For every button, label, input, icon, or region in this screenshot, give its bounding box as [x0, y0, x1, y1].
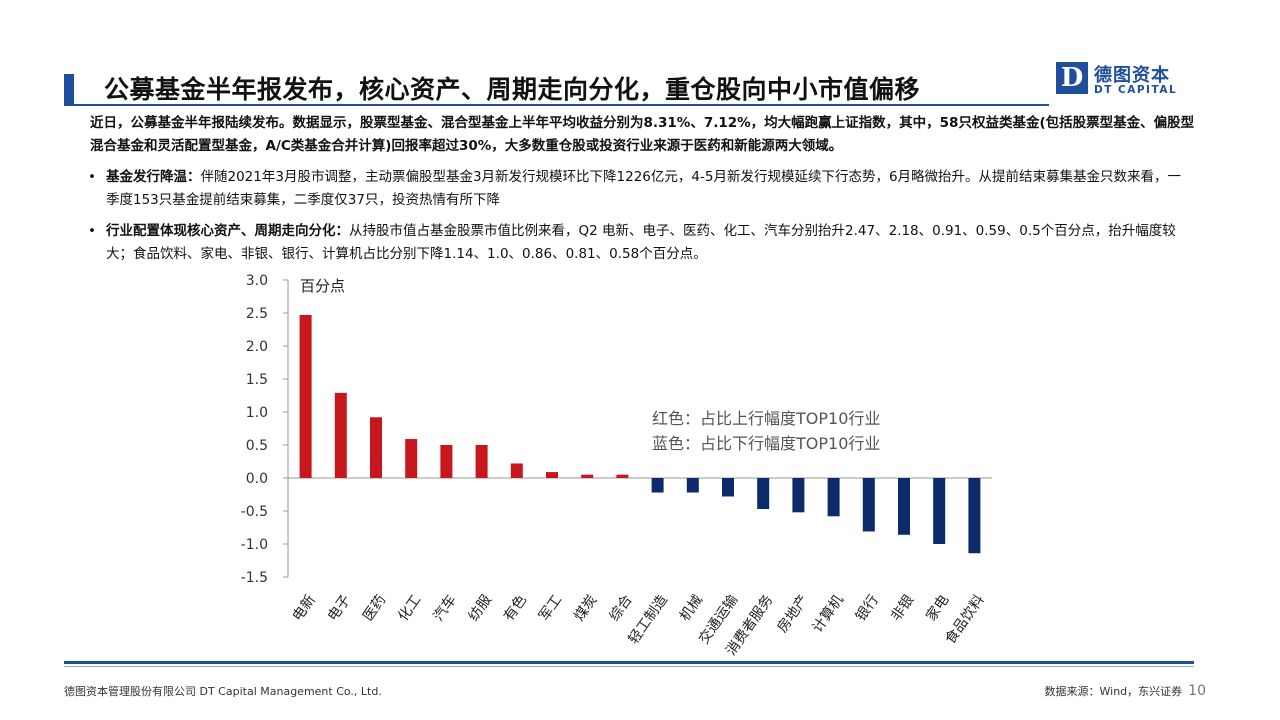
bar	[510, 463, 523, 478]
bar	[827, 478, 840, 517]
bullet-marker: •	[88, 169, 96, 185]
page-number: 10	[1188, 683, 1206, 699]
x-tick-label: 煤炭	[571, 592, 600, 624]
bar	[968, 478, 981, 554]
company-logo: D 德图资本 DT CAPITAL	[1056, 62, 1186, 98]
y-tick-label: -1.0	[241, 537, 268, 553]
bar	[792, 478, 805, 513]
footer-source: 数据来源：Wind，东兴证券	[1044, 685, 1183, 698]
intro-paragraph: 近日，公募基金半年报陆续发布。数据显示，股票型基金、混合型基金上半年平均收益分别…	[90, 115, 1195, 154]
page-title: 公募基金半年报发布，核心资产、周期走向分化，重仓股向中小市值偏移	[104, 75, 921, 104]
y-tick-label: 0.0	[246, 471, 268, 487]
y-tick-label: 3.0	[246, 273, 268, 289]
footer-company: 德图资本管理股份有限公司 DT Capital Management Co., …	[64, 685, 382, 698]
bullet-text: 从持股市值占基金股票市值比例来看，Q2 电新、电子、医药、化工、汽车分别抬升2.…	[106, 223, 1176, 262]
bullet-fund-issuance: • 基金发行降温：伴随2021年3月股市调整，主动票偏股型基金3月新发行规模环比…	[88, 166, 1188, 212]
logo-mark: D	[1056, 62, 1088, 94]
bar	[440, 445, 453, 478]
footer-divider	[64, 661, 1194, 664]
bar	[686, 478, 699, 493]
bar	[722, 478, 734, 497]
x-tick-label: 纺服	[466, 592, 495, 624]
y-axis-unit-label: 百分点	[300, 277, 345, 295]
x-tick-label: 医药	[360, 592, 389, 624]
x-tick-label: 电新	[290, 592, 319, 624]
bullet-heading: 行业配置体现核心资产、周期走向分化：	[106, 223, 349, 239]
bullet-body: 行业配置体现核心资产、周期走向分化：从持股市值占基金股票市值比例来看，Q2 电新…	[106, 220, 1188, 266]
x-tick-label: 银行	[853, 592, 882, 624]
x-tick-label: 家电	[922, 592, 952, 625]
x-tick-label: 化工	[395, 592, 424, 624]
logo-chinese-name: 德图资本	[1094, 65, 1170, 86]
bar	[299, 314, 312, 478]
y-tick-label: 2.0	[246, 339, 268, 355]
bullet-heading: 基金发行降温：	[106, 169, 201, 185]
bar	[334, 392, 347, 478]
bullet-industry-allocation: • 行业配置体现核心资产、周期走向分化：从持股市值占基金股票市值比例来看，Q2 …	[88, 220, 1188, 266]
chart-annotation: 红色：占比上行幅度TOP10行业	[652, 409, 880, 428]
bar	[757, 478, 770, 510]
x-tick-label: 有色	[500, 592, 530, 625]
title-underline	[64, 104, 1049, 106]
footer-divider-thin	[64, 666, 1194, 667]
x-tick-label: 汽车	[430, 592, 460, 625]
bar	[616, 474, 629, 478]
logo-english-name: DT CAPITAL	[1094, 84, 1178, 96]
x-tick-label: 计算机	[810, 592, 847, 636]
x-tick-label: 军工	[536, 592, 565, 624]
bar	[933, 478, 946, 544]
bar	[862, 478, 875, 532]
y-tick-label: -1.5	[241, 570, 268, 586]
title-accent-bar	[64, 74, 74, 106]
bar	[546, 472, 558, 478]
bullet-marker: •	[88, 223, 96, 239]
x-tick-label: 房地产	[774, 592, 811, 636]
bar	[405, 439, 418, 478]
y-tick-label: 1.5	[246, 372, 268, 388]
bar	[475, 445, 488, 478]
y-tick-label: 0.5	[246, 438, 268, 454]
bar	[581, 474, 594, 478]
bullet-body: 基金发行降温：伴随2021年3月股市调整，主动票偏股型基金3月新发行规模环比下降…	[106, 166, 1188, 212]
footer-right: 数据来源：Wind，东兴证券 10	[980, 680, 1206, 699]
x-tick-label: 电子	[325, 592, 354, 624]
bar	[898, 478, 910, 535]
x-tick-label: 综合	[607, 592, 636, 624]
y-tick-label: 1.0	[246, 405, 268, 421]
bullet-text: 伴随2021年3月股市调整，主动票偏股型基金3月新发行规模环比下降1226亿元，…	[106, 169, 1182, 208]
x-tick-label: 机械	[677, 592, 706, 624]
chart-annotation: 蓝色：占比下行幅度TOP10行业	[652, 434, 880, 453]
bar	[651, 478, 664, 493]
bar	[370, 417, 382, 478]
x-tick-label: 非银	[888, 592, 917, 624]
y-tick-label: 2.5	[246, 306, 268, 322]
y-tick-label: -0.5	[241, 504, 268, 520]
